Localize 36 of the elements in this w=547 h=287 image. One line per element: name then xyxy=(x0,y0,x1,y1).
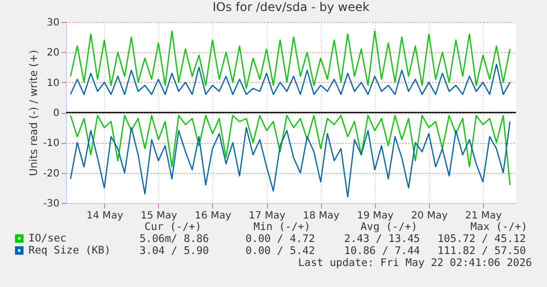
text: 10.86 / 7.44 xyxy=(344,245,420,257)
x-tick-label: 19 May xyxy=(356,210,394,222)
text: Min (-/+) xyxy=(254,221,310,233)
line-series xyxy=(70,30,511,89)
text: 0.00 / 4.72 xyxy=(245,233,315,245)
chart-title: IOs for /dev/sda - by week xyxy=(212,0,370,14)
text: 2.43 / 13.45 xyxy=(344,233,420,245)
text: 0.00 / 5.42 xyxy=(245,245,315,257)
text: Max (-/+) xyxy=(470,221,528,233)
text: Last update: Fri May 22 02:41:06 2026 xyxy=(298,257,532,269)
x-tick-label: 20 May xyxy=(411,210,448,222)
x-tick-label: 21 May xyxy=(465,210,502,222)
x-tick-label: 15 May xyxy=(140,210,178,222)
text: Avg (-/+) xyxy=(360,221,418,233)
y-tick-label: 0 xyxy=(53,108,60,119)
y-tick-label: -10 xyxy=(43,138,60,150)
y-tick-label: 20 xyxy=(46,48,60,59)
text: 111.82 / 57.50 xyxy=(437,245,526,257)
x-tick-label: 17 May xyxy=(248,210,286,222)
x-tick-label: 18 May xyxy=(302,210,340,222)
y-tick-label: -20 xyxy=(43,168,60,180)
y-tick-label: -30 xyxy=(43,198,60,210)
text: 3.04 / 5.90 xyxy=(139,245,209,257)
line-series xyxy=(70,114,511,186)
legend-label: Req Size (KB) xyxy=(28,244,111,256)
text: 105.72 / 45.12 xyxy=(437,233,526,245)
line-series xyxy=(70,64,511,95)
legend-label: IO/sec xyxy=(28,232,66,244)
y-axis-title: Units read (-) / write (+) xyxy=(28,50,40,176)
text: Cur (-/+) xyxy=(144,221,202,233)
x-tick-label: 16 May xyxy=(194,210,232,222)
text: 5.06m/ 8.86 xyxy=(139,233,209,245)
line-series xyxy=(70,120,511,198)
y-tick-label: 10 xyxy=(46,78,60,89)
x-tick-label: 14 May xyxy=(86,210,124,222)
y-tick-label: 30 xyxy=(46,18,60,28)
